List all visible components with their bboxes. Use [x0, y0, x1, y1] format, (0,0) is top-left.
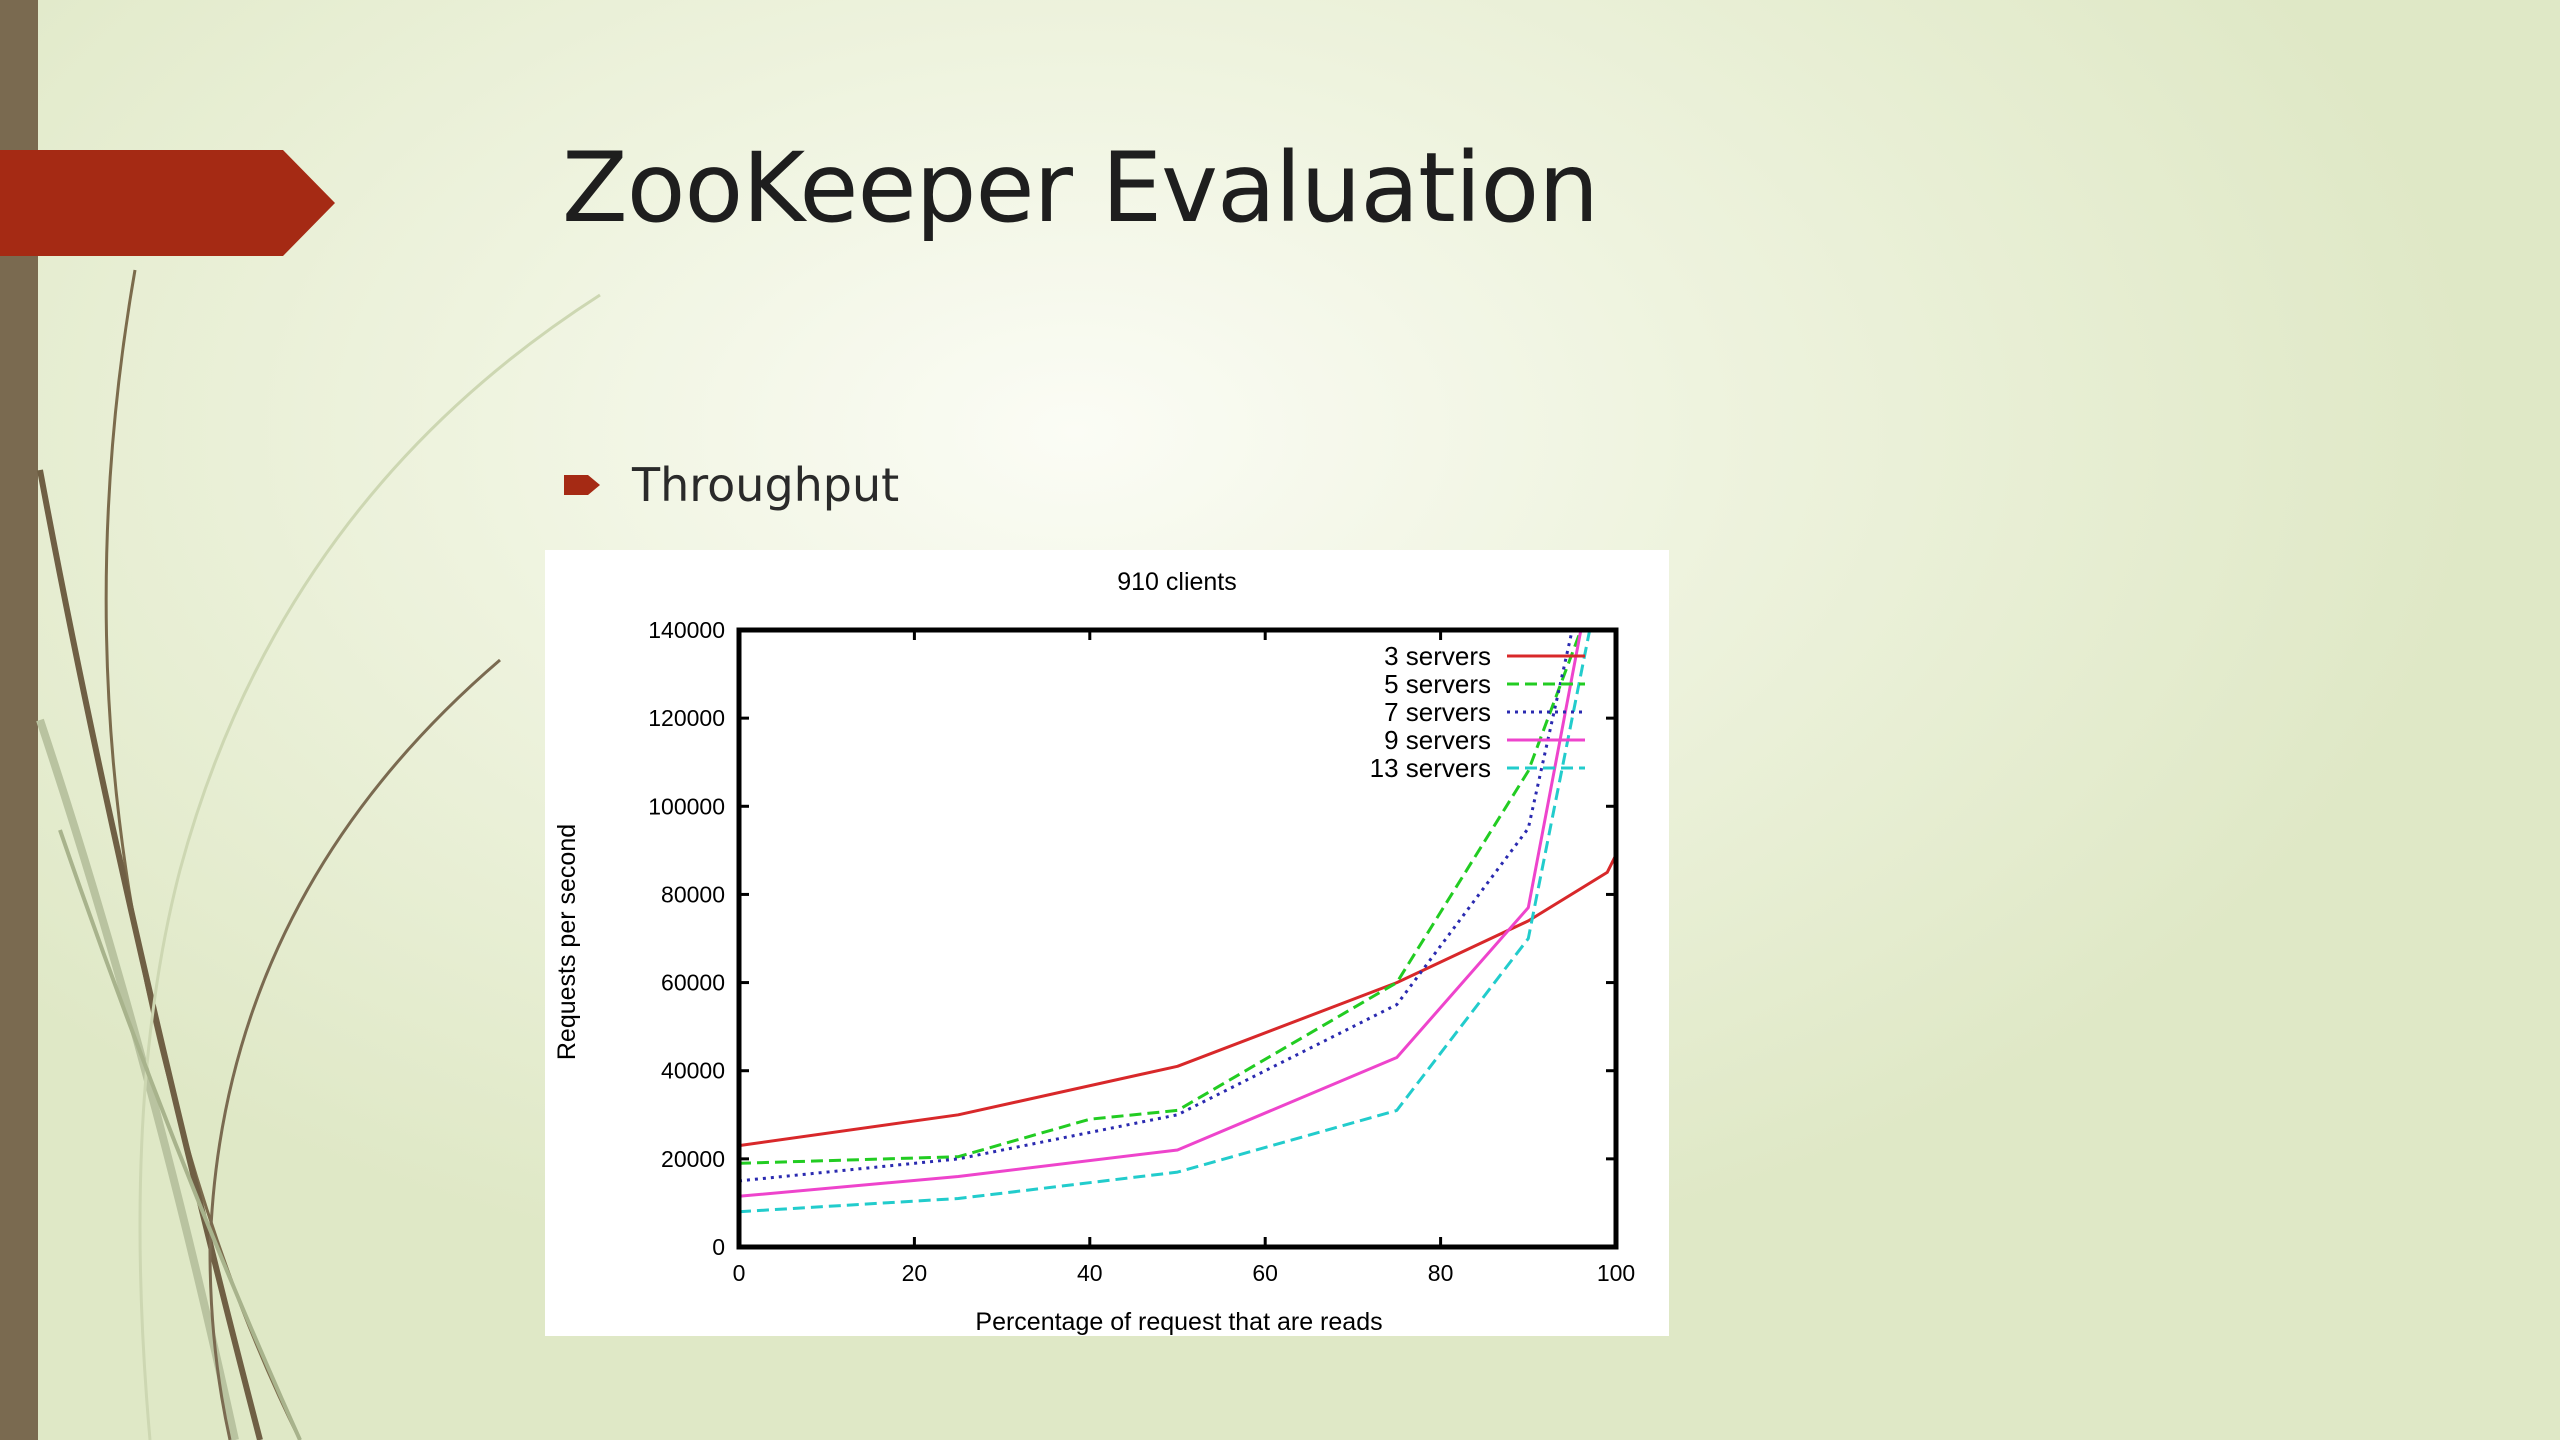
y-tick-label: 0	[712, 1234, 725, 1260]
legend-label: 3 servers	[1384, 641, 1491, 671]
deco-curve-1	[104, 269, 302, 1440]
y-tick-label: 140000	[648, 617, 725, 643]
y-tick-label: 20000	[661, 1146, 725, 1172]
y-tick-label: 120000	[648, 705, 725, 731]
x-tick-label: 100	[1597, 1260, 1635, 1286]
legend-label: 7 servers	[1384, 697, 1491, 727]
page-title: ZooKeeper Evaluation	[562, 132, 1599, 244]
deco-curve-5	[208, 658, 501, 1440]
deco-curve-6	[58, 829, 302, 1440]
x-tick-label: 40	[1077, 1260, 1103, 1286]
x-tick-label: 20	[902, 1260, 928, 1286]
chart-panel: 910 clients Requests per second Percenta…	[545, 550, 1669, 1336]
deco-curve-2	[37, 469, 263, 1440]
title-accent-arrow	[0, 150, 335, 256]
plot-frame	[736, 627, 1619, 1250]
chart-title: 910 clients	[1117, 568, 1237, 596]
legend-label: 9 servers	[1384, 725, 1491, 755]
bullet-item: Throughput	[564, 458, 899, 512]
y-tick-label: 40000	[661, 1058, 725, 1084]
series-line-5	[738, 629, 1592, 1214]
throughput-chart: 910 clients Requests per second Percenta…	[553, 568, 1635, 1336]
series-line-1	[738, 854, 1618, 1148]
y-tick-label: 60000	[661, 970, 725, 996]
bullet-text: Throughput	[632, 458, 900, 512]
x-tick-label: 80	[1428, 1260, 1454, 1286]
y-tick-label: 100000	[648, 793, 725, 819]
series-line-4	[738, 629, 1583, 1198]
series-line-2	[738, 629, 1583, 1165]
x-tick-label: 60	[1252, 1260, 1278, 1286]
deco-curve-3	[36, 718, 239, 1440]
arrow-bullet-icon	[564, 475, 600, 495]
series-lines	[738, 629, 1618, 1214]
y-tick-label: 80000	[661, 881, 725, 907]
x-axis-label: Percentage of request that are reads	[975, 1308, 1382, 1336]
x-tick-label: 0	[733, 1260, 746, 1286]
deco-curve-4	[138, 293, 601, 1440]
legend-label: 13 servers	[1370, 753, 1491, 783]
legend-label: 5 servers	[1384, 669, 1491, 699]
y-axis-label: Requests per second	[553, 824, 581, 1060]
decorative-curves	[36, 269, 601, 1440]
